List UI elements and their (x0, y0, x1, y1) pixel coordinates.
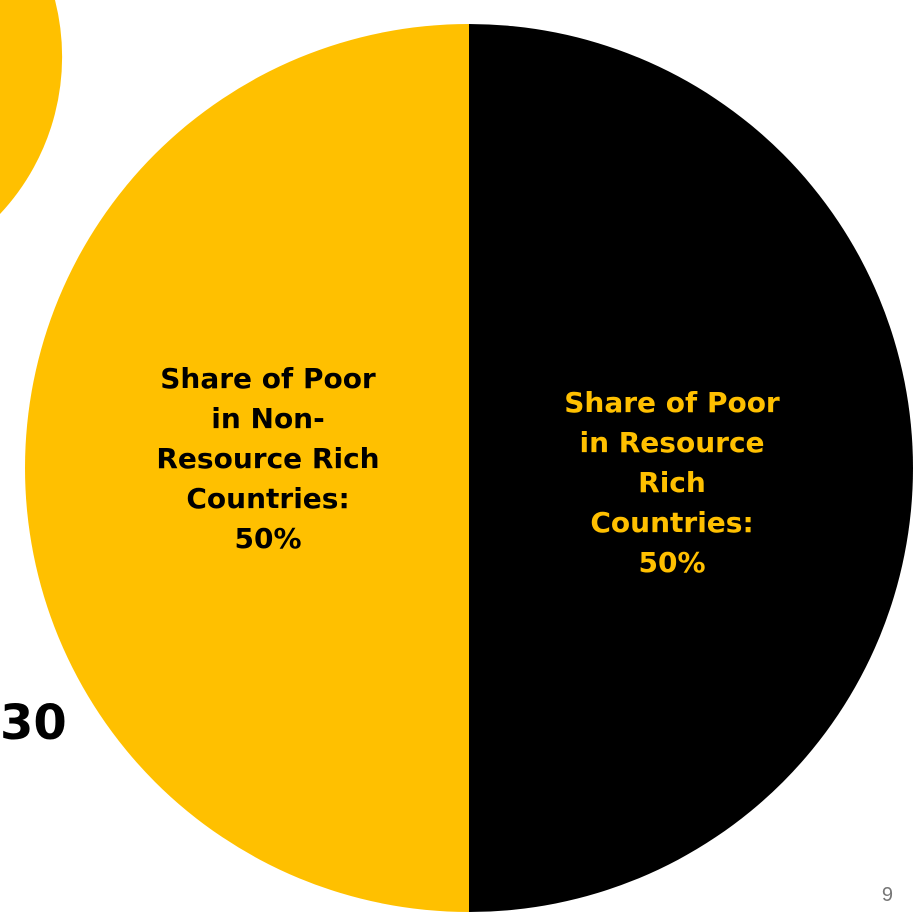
slice-label-resource-rich: Share of Poor in Resource Rich Countries… (564, 386, 780, 579)
pie-slices (25, 24, 913, 912)
pie-slice-non-resource-rich (25, 24, 469, 912)
slice-label-non-resource-rich: Share of Poor in Non- Resource Rich Coun… (156, 362, 380, 555)
page-number: 9 (881, 884, 893, 906)
partial-number-text: 30 (0, 695, 67, 751)
pie-slice-resource-rich (469, 24, 913, 912)
decorative-circle (0, 0, 63, 214)
